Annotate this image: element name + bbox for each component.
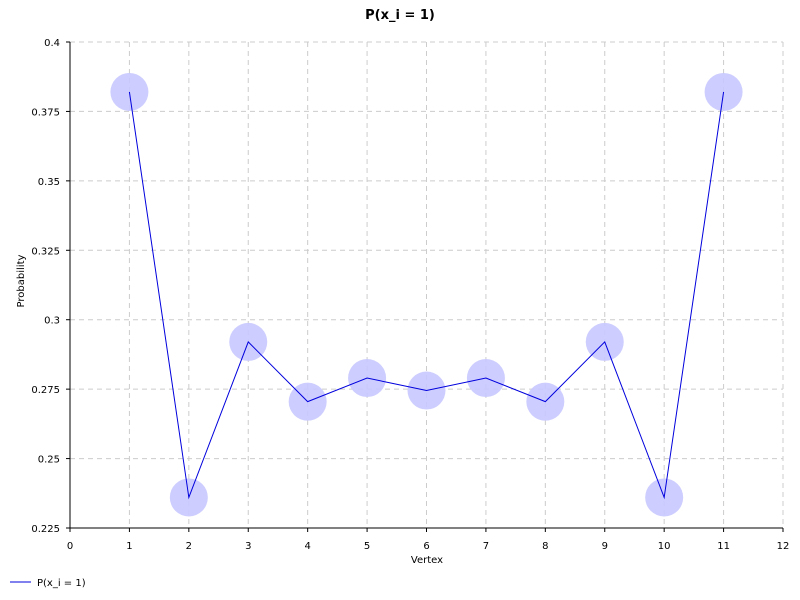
y-axis-title: Probability (16, 254, 27, 307)
x-tick-label: 0 (67, 541, 73, 552)
series-line-group (128, 91, 725, 500)
x-tick-label: 8 (542, 541, 548, 552)
y-tick-label: 0.4 (44, 38, 60, 49)
x-tick-label: 7 (483, 541, 489, 552)
x-tick-label: 4 (304, 541, 310, 552)
y-tick-label: 0.375 (31, 107, 60, 118)
legend-label: P(x_i = 1) (37, 578, 86, 589)
x-axis-title: Vertex (411, 555, 443, 566)
y-tick-label: 0.325 (31, 246, 60, 257)
chart-title: P(x_i = 1) (365, 8, 435, 23)
series-line (128, 91, 725, 500)
x-tick-label: 9 (602, 541, 608, 552)
y-tick-label: 0.25 (38, 455, 60, 466)
x-tick-label: 5 (364, 541, 370, 552)
y-tick-label: 0.3 (44, 316, 60, 327)
x-tick-label: 6 (423, 541, 429, 552)
x-tick-label: 12 (777, 541, 790, 552)
y-tick-label: 0.35 (38, 177, 60, 188)
y-tick-labels: 0.225 0.25 0.275 0.3 0.325 0.35 0.375 0.4 (31, 38, 70, 535)
x-tick-label: 3 (245, 541, 251, 552)
y-tick-label: 0.275 (31, 385, 60, 396)
x-tick-labels: 0 1 2 3 4 5 6 7 8 9 10 11 12 (67, 528, 790, 552)
x-tick-label: 1 (126, 541, 132, 552)
y-tick-label: 0.225 (31, 524, 60, 535)
x-tick-label: 11 (717, 541, 730, 552)
grid (70, 41, 784, 528)
legend: P(x_i = 1) (10, 578, 86, 589)
x-tick-label: 10 (658, 541, 671, 552)
x-tick-label: 2 (186, 541, 192, 552)
